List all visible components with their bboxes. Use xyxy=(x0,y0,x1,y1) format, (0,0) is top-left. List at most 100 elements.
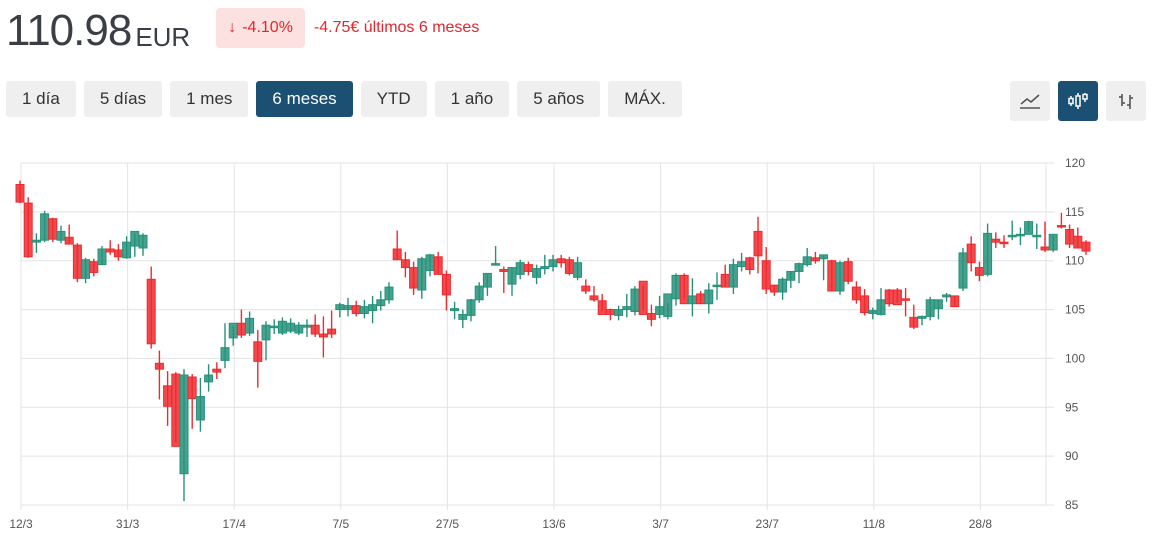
y-tick-label: 90 xyxy=(1065,449,1079,463)
change-absolute: -4.75€ últimos 6 meses xyxy=(313,19,480,36)
candle-body xyxy=(146,278,156,345)
candle-body xyxy=(753,230,763,257)
chart-type-selector xyxy=(1010,81,1146,121)
candle-body xyxy=(351,305,361,314)
range-5-anos-button[interactable]: 5 años xyxy=(517,81,601,117)
candle-body xyxy=(72,244,82,279)
x-axis: 12/3 31/3 17/4 7/5 27/5 13/6 3/7 23/7 11/8 28/8 xyxy=(9,517,992,531)
candle-body xyxy=(548,259,558,268)
candle-body xyxy=(794,263,804,272)
candlestick-chart-icon xyxy=(1068,93,1088,109)
candle-body xyxy=(130,230,140,247)
candle-body xyxy=(737,261,747,268)
candle-body xyxy=(991,238,1001,243)
candle-body xyxy=(212,368,222,373)
candle-body xyxy=(64,236,74,245)
candle-body xyxy=(827,260,837,292)
candle-body xyxy=(1007,234,1017,238)
chart-grid xyxy=(20,162,1054,510)
candle-body xyxy=(154,362,164,370)
range-6-meses-button[interactable]: 6 meses xyxy=(256,81,353,117)
current-price: 110.98 xyxy=(6,6,132,55)
range-1-ano-button[interactable]: 1 año xyxy=(434,81,510,117)
candle-body xyxy=(507,267,517,285)
candle-body xyxy=(761,260,771,290)
candle-body xyxy=(1065,228,1075,245)
candle-body xyxy=(630,288,640,313)
candle-body xyxy=(966,243,976,264)
candle-body xyxy=(573,262,583,278)
candle-body xyxy=(171,373,181,447)
candle-body xyxy=(983,232,993,275)
candle-body xyxy=(769,284,779,293)
candle-body xyxy=(646,312,656,320)
candle-body xyxy=(113,249,123,258)
x-tick-label: 3/7 xyxy=(652,517,669,531)
y-tick-label: 85 xyxy=(1065,498,1079,512)
ohlc-chart-icon xyxy=(1119,94,1133,109)
candle-body xyxy=(1048,233,1058,251)
candle-body xyxy=(745,257,755,271)
arrow-down-icon: ↓ xyxy=(228,19,237,36)
candlestick-chart[interactable]: 85 90 95 100 105 110 115 120 12/3 31/3 17/4 7/5 27/… xyxy=(0,140,1153,540)
candle-body xyxy=(605,309,615,315)
candle-body xyxy=(499,269,509,272)
range-1-mes-button[interactable]: 1 mes xyxy=(170,81,249,117)
candle-body xyxy=(917,315,927,319)
candle-body xyxy=(589,295,599,301)
line-chart-button[interactable] xyxy=(1010,81,1050,121)
candle-body xyxy=(564,259,574,274)
range-5-dias-button[interactable]: 5 días xyxy=(83,81,163,117)
x-tick-label: 12/3 xyxy=(9,517,33,531)
candle-body xyxy=(474,285,484,301)
candle-body xyxy=(458,313,468,320)
candle-body xyxy=(245,317,255,334)
y-tick-label: 120 xyxy=(1065,156,1085,170)
candle-body xyxy=(105,248,115,253)
candle-body xyxy=(491,263,501,266)
candle-body xyxy=(433,256,443,275)
candle-body xyxy=(810,257,820,262)
candle-body xyxy=(778,278,788,293)
change-percent: -4.10% xyxy=(242,19,293,36)
candle-body xyxy=(56,230,66,241)
candle-body xyxy=(97,248,107,266)
candle-body xyxy=(343,305,353,311)
ohlc-chart-button[interactable] xyxy=(1106,81,1146,121)
candle-body xyxy=(302,324,312,328)
candle-body xyxy=(933,299,943,310)
candle-body xyxy=(417,258,427,291)
candle-body xyxy=(1056,225,1066,228)
range-max-button[interactable]: MÁX. xyxy=(608,81,682,117)
candle-body xyxy=(786,270,796,281)
candle-body xyxy=(679,274,689,305)
candle-body xyxy=(999,241,1009,245)
range-1-dia-button[interactable]: 1 día xyxy=(6,81,76,117)
candlestick-chart-button[interactable] xyxy=(1058,81,1098,121)
quote-header: 110.98 EUR ↓ -4.10% -4.75€ últimos 6 mes… xyxy=(6,6,479,56)
candle-body xyxy=(1015,233,1025,237)
candle-body xyxy=(892,289,902,306)
candle-body xyxy=(482,272,492,288)
candle-body xyxy=(663,293,673,317)
candle-body xyxy=(884,289,894,305)
candle-body xyxy=(1073,235,1083,249)
candle-body xyxy=(851,286,861,301)
candle-body xyxy=(23,202,33,258)
candle-body xyxy=(466,299,476,316)
candle-body xyxy=(122,241,132,259)
x-tick-label: 17/4 xyxy=(223,517,247,531)
candle-body xyxy=(835,262,845,292)
candle-body xyxy=(597,300,607,315)
candle-body xyxy=(15,183,25,203)
candle-body xyxy=(1040,246,1050,251)
candle-body xyxy=(163,385,173,407)
candle-body xyxy=(532,268,542,278)
candle-body xyxy=(236,322,246,336)
range-ytd-button[interactable]: YTD xyxy=(360,81,427,117)
range-selector: 1 día 5 días 1 mes 6 meses YTD 1 año 5 a… xyxy=(6,81,682,117)
candle-body xyxy=(138,234,148,249)
line-chart-icon xyxy=(1020,94,1040,109)
candle-body xyxy=(335,304,345,311)
candle-body xyxy=(974,267,984,276)
